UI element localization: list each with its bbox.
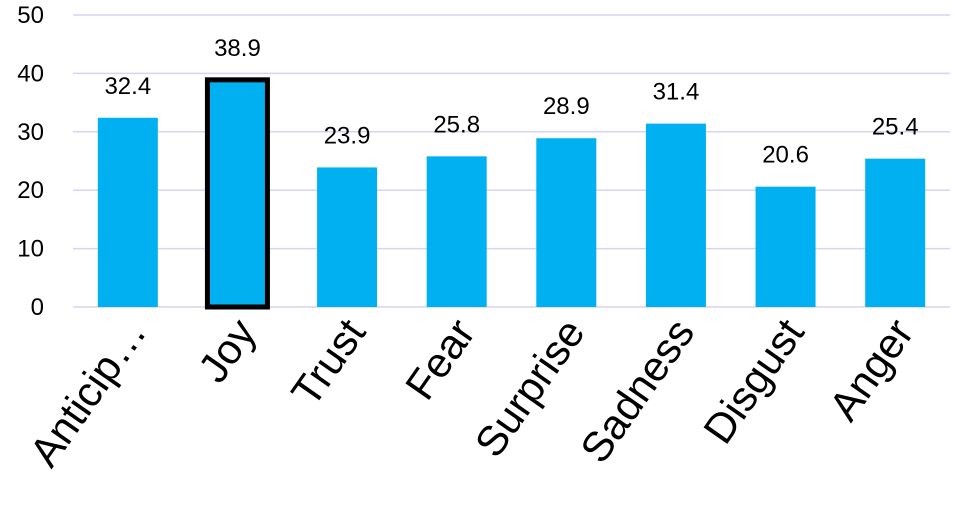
data-label: 32.4 (104, 73, 151, 100)
bar-joy (204, 77, 270, 310)
data-labels: 32.4 38.9 23.9 25.8 28.9 31.4 20.6 25.4 (104, 35, 918, 169)
y-tick-label: 50 (17, 2, 44, 29)
x-tick-label: Anticip… (20, 310, 155, 475)
x-tick-label: Sadness (571, 310, 703, 471)
y-tick-label: 30 (17, 119, 44, 146)
x-tick-label: Trust (282, 310, 375, 414)
gridlines (73, 14, 950, 308)
data-label: 20.6 (762, 142, 809, 169)
y-tick-label: 0 (31, 294, 44, 321)
data-label: 28.9 (543, 93, 590, 120)
data-label: 23.9 (324, 122, 371, 149)
bar-anticip (97, 117, 158, 307)
bar-surprise (536, 138, 597, 307)
y-tick-label: 40 (17, 60, 44, 87)
data-label: 25.8 (433, 111, 480, 138)
data-label: 31.4 (653, 79, 700, 106)
bar-trust (317, 167, 378, 307)
x-tick-label: Disgust (694, 310, 813, 452)
bar-disgust (755, 186, 816, 307)
x-axis-ticks: Anticip… Joy Trust FearSurpriseSadnessDisgu… (20, 310, 922, 475)
y-tick-label: 10 (17, 236, 44, 263)
bar-sadness (645, 123, 706, 308)
bar-fear (426, 156, 487, 307)
x-tick-label: Fear (396, 310, 484, 408)
data-label: 25.4 (872, 114, 919, 141)
y-tick-label: 20 (17, 177, 44, 204)
x-tick-label: Anger (820, 310, 923, 429)
data-label: 38.9 (214, 35, 261, 62)
x-tick-label: Joy (189, 310, 265, 390)
bars (97, 77, 926, 310)
y-axis-ticks: 0 10 20 30 40 50 (17, 2, 44, 321)
bar-anger (865, 158, 926, 307)
